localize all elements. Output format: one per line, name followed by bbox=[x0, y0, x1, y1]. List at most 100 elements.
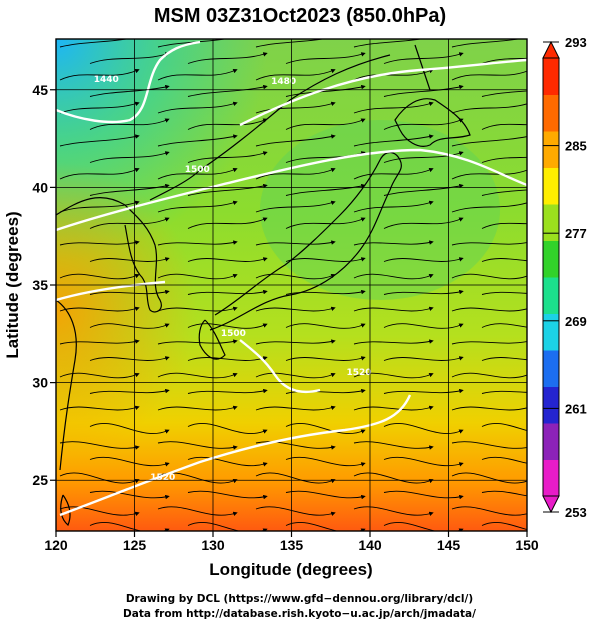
streamline bbox=[481, 456, 527, 464]
streamline bbox=[255, 339, 336, 345]
contour-labels: 1440 1480 1500 1500 1520 1520 bbox=[94, 75, 372, 483]
colorbar-segment bbox=[543, 131, 559, 168]
streamline bbox=[89, 52, 170, 64]
colorbar-min-arrow bbox=[542, 495, 560, 514]
contour-label: 1440 bbox=[94, 75, 119, 85]
streamline bbox=[255, 240, 336, 246]
streamline bbox=[255, 405, 336, 411]
colorbar-segment bbox=[543, 58, 559, 95]
streamline bbox=[383, 323, 464, 329]
streamline bbox=[255, 200, 336, 213]
coast-kyushu bbox=[198, 319, 226, 360]
contour-line bbox=[56, 40, 201, 124]
streamline bbox=[481, 90, 527, 97]
streamline bbox=[383, 423, 464, 434]
streamline bbox=[285, 423, 366, 434]
streamline bbox=[383, 84, 464, 97]
streamline bbox=[157, 101, 238, 114]
streamline bbox=[89, 289, 170, 295]
streamline bbox=[451, 472, 527, 484]
streamline bbox=[89, 356, 170, 361]
colorbar-segment bbox=[543, 459, 559, 497]
streamline bbox=[187, 289, 268, 295]
colorbar bbox=[542, 40, 560, 514]
colorbar-segment bbox=[543, 313, 559, 351]
streamline bbox=[59, 101, 140, 114]
x-tick-label: 140 bbox=[358, 537, 382, 553]
streamline bbox=[157, 240, 238, 246]
streamline bbox=[89, 388, 170, 394]
contour-line bbox=[56, 280, 166, 302]
streamline bbox=[157, 506, 238, 516]
streamline bbox=[255, 372, 336, 379]
streamline bbox=[285, 217, 366, 229]
x-axis-label: Longitude (degrees) bbox=[209, 560, 372, 579]
credit-drawing: Drawing by DCL (https://www.gfd−dennou.o… bbox=[125, 593, 474, 605]
streamline bbox=[89, 151, 170, 163]
streamline bbox=[89, 323, 170, 329]
streamline bbox=[451, 441, 527, 450]
streamline bbox=[255, 506, 336, 516]
streamline bbox=[59, 472, 140, 484]
y-tick-label: 45 bbox=[32, 82, 48, 98]
colorbar-segment bbox=[543, 386, 559, 424]
streamline bbox=[285, 490, 366, 500]
streamline bbox=[59, 372, 140, 379]
streamline bbox=[353, 339, 434, 345]
y-axis-ticks: 25 30 35 40 45 bbox=[32, 82, 56, 488]
colorbar-label: 277 bbox=[565, 226, 587, 241]
coastlines bbox=[56, 44, 471, 526]
streamline bbox=[451, 405, 527, 411]
streamline bbox=[451, 200, 527, 213]
contour-line bbox=[239, 58, 527, 127]
x-tick-label: 150 bbox=[515, 537, 539, 553]
streamline bbox=[383, 356, 464, 361]
streamline bbox=[285, 118, 366, 130]
streamline bbox=[383, 52, 464, 64]
contour-line bbox=[59, 394, 412, 517]
colorbar-labels: 293 285 277 269 261 253 bbox=[565, 35, 587, 520]
plot-area: 1440 1480 1500 1500 1520 1520 bbox=[56, 39, 527, 531]
streamline bbox=[59, 200, 140, 213]
streamline bbox=[255, 134, 336, 147]
streamline bbox=[187, 323, 268, 329]
coast-sakhalin bbox=[414, 44, 431, 91]
coast-honshu bbox=[209, 151, 402, 331]
streamline bbox=[451, 134, 527, 147]
coast-russia bbox=[149, 54, 391, 201]
streamline bbox=[89, 456, 170, 467]
streamline bbox=[353, 101, 434, 114]
colorbar-label: 261 bbox=[565, 401, 587, 416]
streamline bbox=[285, 356, 366, 361]
streamline bbox=[285, 323, 366, 329]
streamline bbox=[383, 289, 464, 295]
streamline bbox=[187, 151, 268, 163]
streamline bbox=[59, 240, 140, 246]
streamline bbox=[451, 240, 527, 246]
y-tick-label: 25 bbox=[32, 472, 48, 488]
streamline bbox=[285, 84, 366, 97]
streamline bbox=[187, 356, 268, 361]
streamline bbox=[451, 339, 527, 345]
credit-data: Data from http://database.rish.kyoto−u.a… bbox=[123, 608, 476, 620]
streamline bbox=[353, 39, 434, 48]
coast-korea bbox=[124, 204, 162, 313]
streamline bbox=[59, 39, 140, 48]
streamline bbox=[481, 189, 527, 196]
streamline bbox=[255, 68, 336, 81]
streamline bbox=[157, 68, 238, 81]
streamline bbox=[187, 456, 268, 467]
streamline bbox=[157, 441, 238, 450]
streamline bbox=[481, 390, 527, 394]
streamline bbox=[285, 522, 366, 531]
streamline bbox=[157, 306, 238, 312]
streamline bbox=[157, 339, 238, 345]
streamline bbox=[383, 456, 464, 467]
graticule bbox=[56, 39, 527, 531]
streamline bbox=[187, 183, 268, 196]
streamline bbox=[187, 423, 268, 434]
streamline bbox=[451, 68, 527, 81]
streamline bbox=[383, 183, 464, 196]
streamline bbox=[59, 134, 140, 147]
